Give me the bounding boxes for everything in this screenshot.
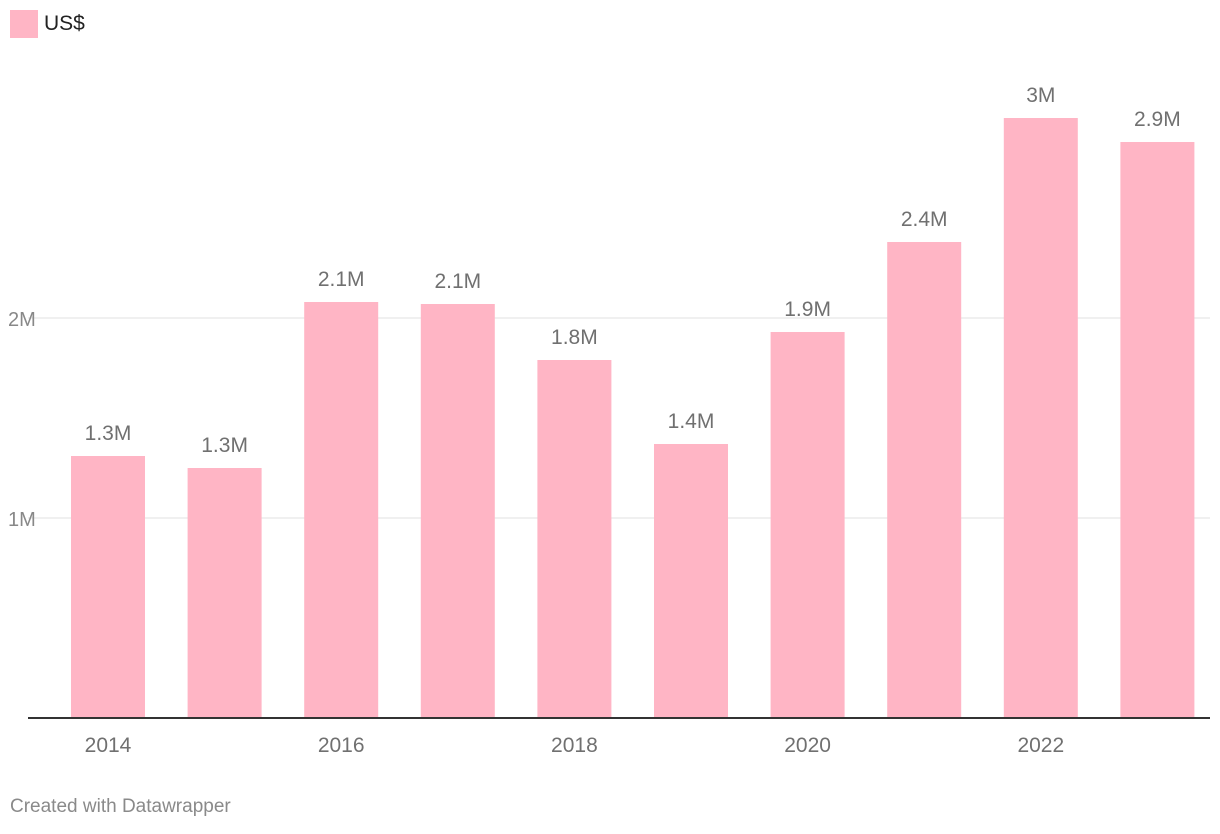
bar (71, 456, 145, 718)
bar (187, 468, 262, 718)
bar-value-label: 2.1M (434, 270, 481, 293)
bars-layer (71, 118, 1195, 718)
bar (1003, 118, 1078, 718)
x-tick-label: 2022 (1017, 734, 1064, 757)
x-tick-label: 2018 (551, 734, 598, 757)
bar (304, 302, 379, 718)
y-tick-label: 2M (8, 309, 36, 331)
legend-swatch (10, 10, 38, 38)
bar-value-label: 2.4M (901, 208, 948, 231)
axis-layer: 2014 2016 2018 2020 2022 (28, 717, 1210, 757)
bar (654, 444, 728, 718)
bar (770, 332, 845, 718)
bar-value-label: 1.3M (201, 434, 248, 457)
bar-value-label: 2.1M (318, 268, 365, 291)
bar-value-label: 1.9M (784, 298, 831, 321)
bar (537, 360, 612, 718)
legend-label: US$ (44, 12, 85, 35)
legend: US$ (10, 10, 85, 38)
x-tick-label: 2014 (85, 734, 132, 757)
bar (420, 304, 495, 718)
x-tick-label: 2020 (784, 734, 831, 757)
credit-text: Created with Datawrapper (10, 796, 231, 817)
bar (887, 242, 962, 718)
bar-value-label: 1.8M (551, 326, 598, 349)
bar (1120, 142, 1195, 718)
bar-value-label: 1.3M (85, 422, 132, 445)
y-tick-label: 1M (8, 509, 36, 531)
bar-value-label: 1.4M (668, 410, 715, 433)
value-labels-layer: 1.3M 1.3M 2.1M 2.1M 1.8M 1.4M 1.9M 2.4M 3M 2.9M (85, 84, 1181, 457)
bar-value-label: 3M (1026, 84, 1055, 107)
bar-value-label: 2.9M (1134, 108, 1181, 131)
x-tick-label: 2016 (318, 734, 365, 757)
